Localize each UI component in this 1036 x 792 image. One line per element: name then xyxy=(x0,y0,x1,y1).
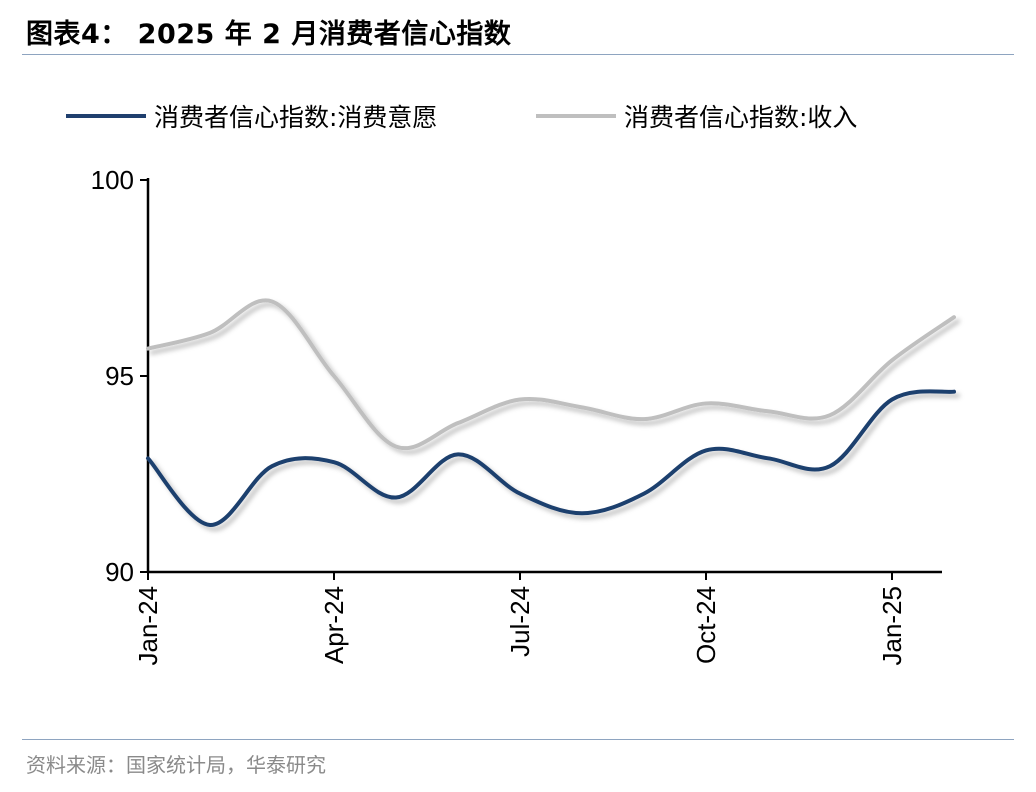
source-note: 资料来源：国家统计局，华泰研究 xyxy=(26,753,326,777)
legend-label-income: 消费者信心指数:收入 xyxy=(624,103,857,132)
x-tick-label: Jul-24 xyxy=(505,586,535,657)
chart-title: 图表4： 2025 年 2 月消费者信心指数 xyxy=(26,19,512,50)
y-tick-label: 95 xyxy=(105,361,134,391)
line-chart: 消费者信心指数:消费意愿 消费者信心指数:收入 90 95 100 Jan-24 Apr… xyxy=(66,103,956,666)
y-tick-label: 90 xyxy=(105,557,134,587)
series-line-income xyxy=(146,298,956,451)
axes: 90 95 100 Jan-24 Apr-24 Jul-24 Oct-24 Jan-25 xyxy=(91,165,942,666)
y-tick-label: 100 xyxy=(91,165,134,195)
x-tick-label: Oct-24 xyxy=(691,586,721,664)
x-tick-label: Apr-24 xyxy=(319,586,349,664)
legend: 消费者信心指数:消费意愿 消费者信心指数:收入 xyxy=(66,103,857,132)
series-group xyxy=(146,298,956,527)
series-line-consumption-willingness xyxy=(146,389,956,527)
x-tick-label: Jan-24 xyxy=(133,586,163,666)
legend-label-consumption-willingness: 消费者信心指数:消费意愿 xyxy=(154,103,437,132)
x-tick-label: Jan-25 xyxy=(877,586,907,666)
footer-divider xyxy=(22,739,1014,740)
title-divider xyxy=(22,54,1014,55)
